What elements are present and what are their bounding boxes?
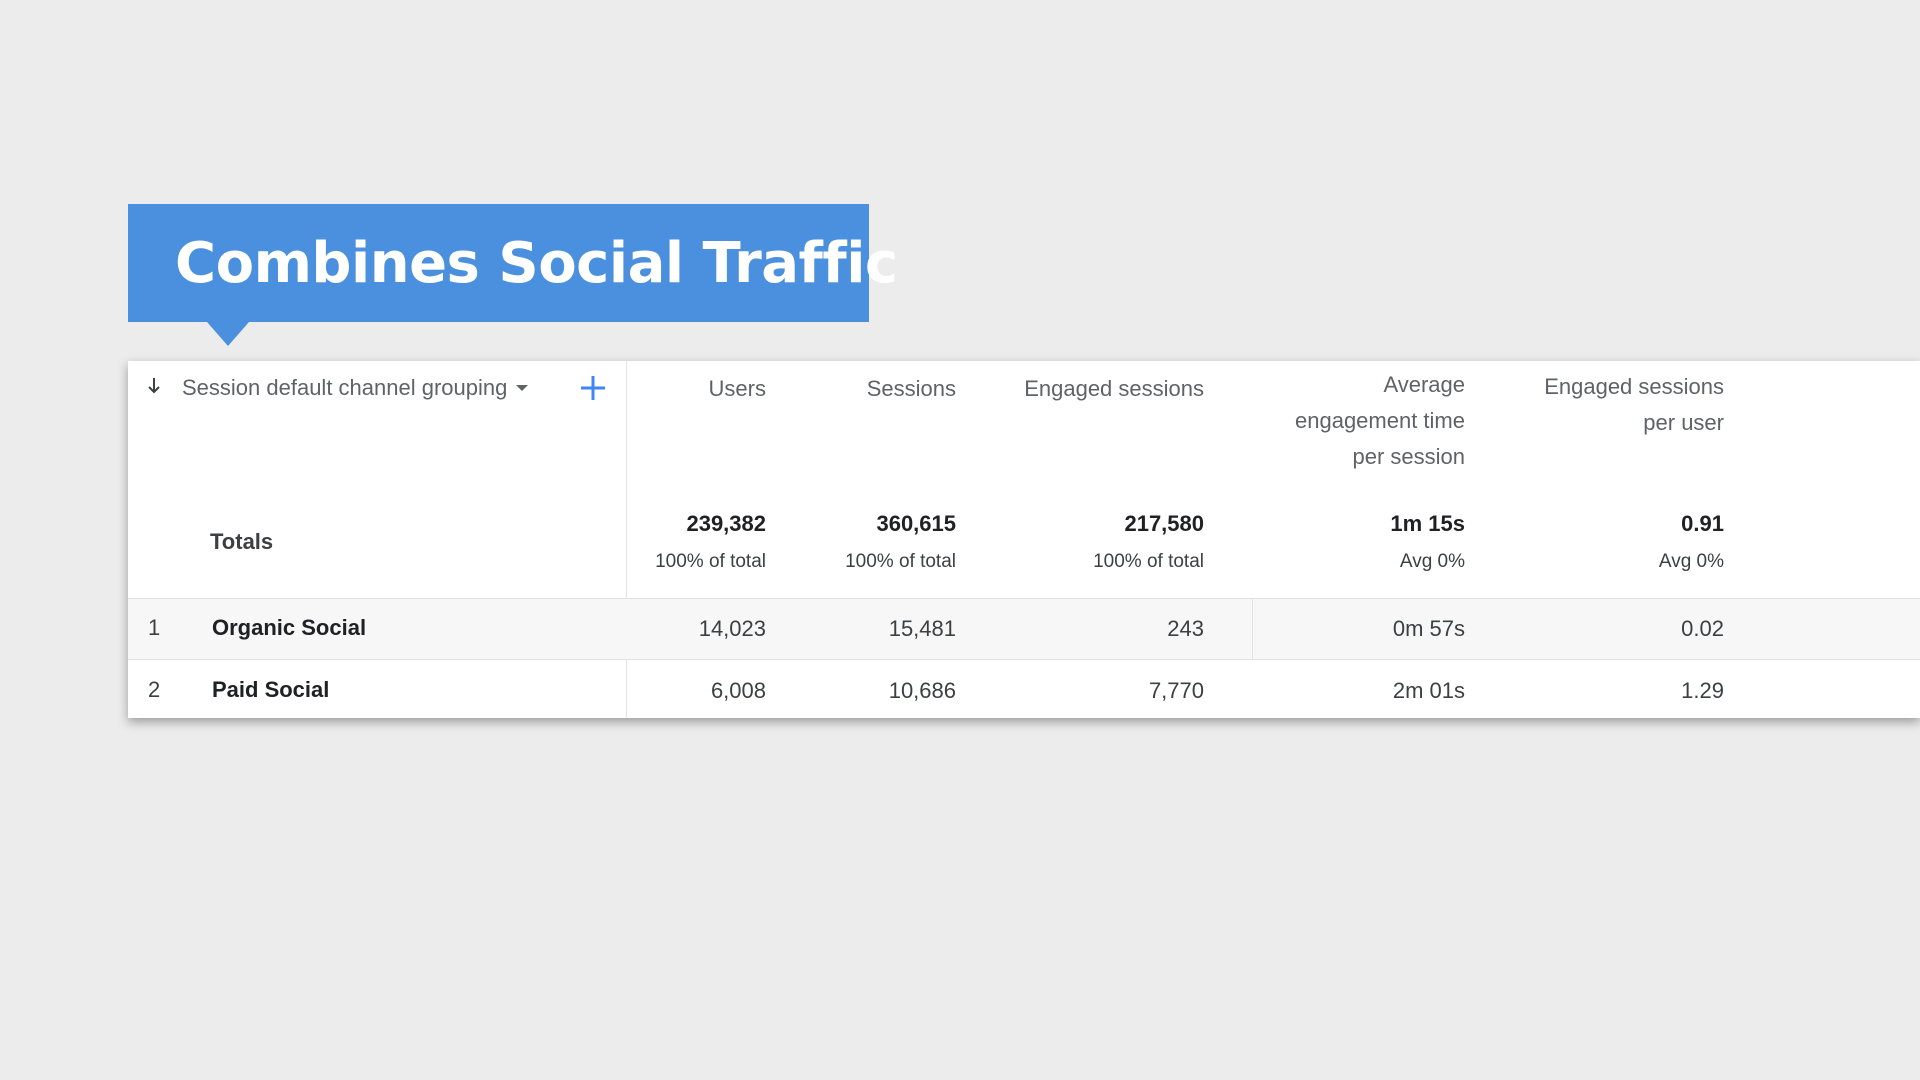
total-avg-time-compare: Avg 0% — [1399, 551, 1465, 572]
row-number: 1 — [148, 615, 161, 640]
row-number: 2 — [148, 677, 161, 702]
report-table: Session default channel grouping Users S… — [128, 361, 1920, 718]
cell-avg-engagement-time: 2m 01s — [1392, 678, 1465, 703]
total-avg-engagement-time: 1m 15s — [1390, 511, 1465, 536]
callout-pointer — [207, 322, 249, 346]
row-dimension-value[interactable]: Paid Social — [212, 677, 330, 702]
column-header-users[interactable]: Users — [708, 376, 766, 401]
cell-users: 14,023 — [698, 616, 766, 641]
total-users: 239,382 — [686, 511, 766, 536]
column-header-sessions[interactable]: Sessions — [866, 376, 956, 401]
total-per-user-compare: Avg 0% — [1658, 551, 1724, 572]
cell-users: 6,008 — [710, 678, 766, 703]
cell-sessions: 10,686 — [888, 678, 956, 703]
dimension-header-label: Session default channel grouping — [182, 375, 508, 400]
callout-banner: Combines Social Traffic — [128, 204, 898, 322]
row-dimension-value[interactable]: Organic Social — [212, 615, 367, 640]
cell-engaged-sessions: 7,770 — [1148, 678, 1204, 703]
total-sessions-share: 100% of total — [845, 551, 956, 572]
table-row — [128, 598, 1920, 660]
caret-down-icon — [516, 385, 529, 391]
total-engaged-per-user: 0.91 — [1681, 511, 1724, 536]
cell-engaged-sessions: 243 — [1167, 616, 1204, 641]
cell-avg-engagement-time: 0m 57s — [1392, 616, 1465, 641]
total-engaged-share: 100% of total — [1093, 551, 1204, 572]
callout-text: Combines Social Traffic — [175, 230, 898, 296]
arrow-down-icon[interactable] — [146, 375, 162, 397]
cell-engaged-per-user: 0.02 — [1681, 616, 1724, 641]
totals-label: Totals — [210, 529, 274, 554]
cell-sessions: 15,481 — [888, 616, 956, 641]
plus-icon[interactable] — [578, 373, 608, 403]
total-engaged-sessions: 217,580 — [1124, 511, 1204, 536]
row-column-divider — [1252, 598, 1253, 660]
total-sessions: 360,615 — [876, 511, 956, 536]
dimension-selector[interactable]: Session default channel grouping — [182, 375, 529, 401]
column-header-avg-engagement-time[interactable]: Average engagement time per session — [1295, 372, 1465, 469]
total-users-share: 100% of total — [655, 551, 766, 572]
column-header-engaged-per-user[interactable]: Engaged sessions per user — [1544, 374, 1724, 435]
cell-engaged-per-user: 1.29 — [1681, 678, 1724, 703]
column-header-engaged-sessions[interactable]: Engaged sessions — [1024, 376, 1204, 401]
dimension-column-divider — [626, 361, 627, 718]
